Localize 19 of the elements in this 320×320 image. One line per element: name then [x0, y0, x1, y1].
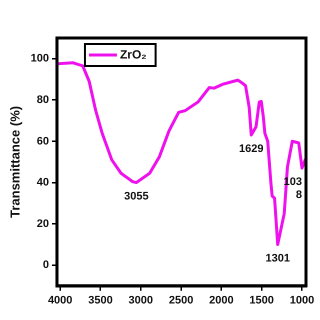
annotation: 1301 — [265, 252, 290, 265]
y-tick-label: 0 — [42, 259, 49, 272]
y-axis-title: Transmittance (%) — [7, 106, 22, 218]
x-tick-label: 1000 — [290, 294, 314, 306]
y-tick-label: 80 — [36, 94, 49, 106]
x-tick-label: 3500 — [88, 294, 113, 306]
annotation: 3055 — [124, 190, 149, 203]
y-tick-label: 100 — [30, 52, 49, 65]
x-tick-label: 4000 — [48, 294, 72, 306]
annotation: 1629 — [239, 143, 264, 156]
y-tick-label: 60 — [36, 135, 49, 148]
x-tick-label: 1500 — [249, 294, 274, 306]
x-tick-label: 2000 — [209, 294, 234, 306]
legend-label: ZrO₂ — [120, 47, 147, 62]
x-tick-label: 2500 — [168, 294, 194, 306]
y-tick-label: 40 — [36, 176, 49, 189]
annotation: 8 — [296, 189, 302, 202]
y-tick-label: 20 — [36, 218, 49, 230]
x-tick-label: 3000 — [128, 294, 154, 306]
